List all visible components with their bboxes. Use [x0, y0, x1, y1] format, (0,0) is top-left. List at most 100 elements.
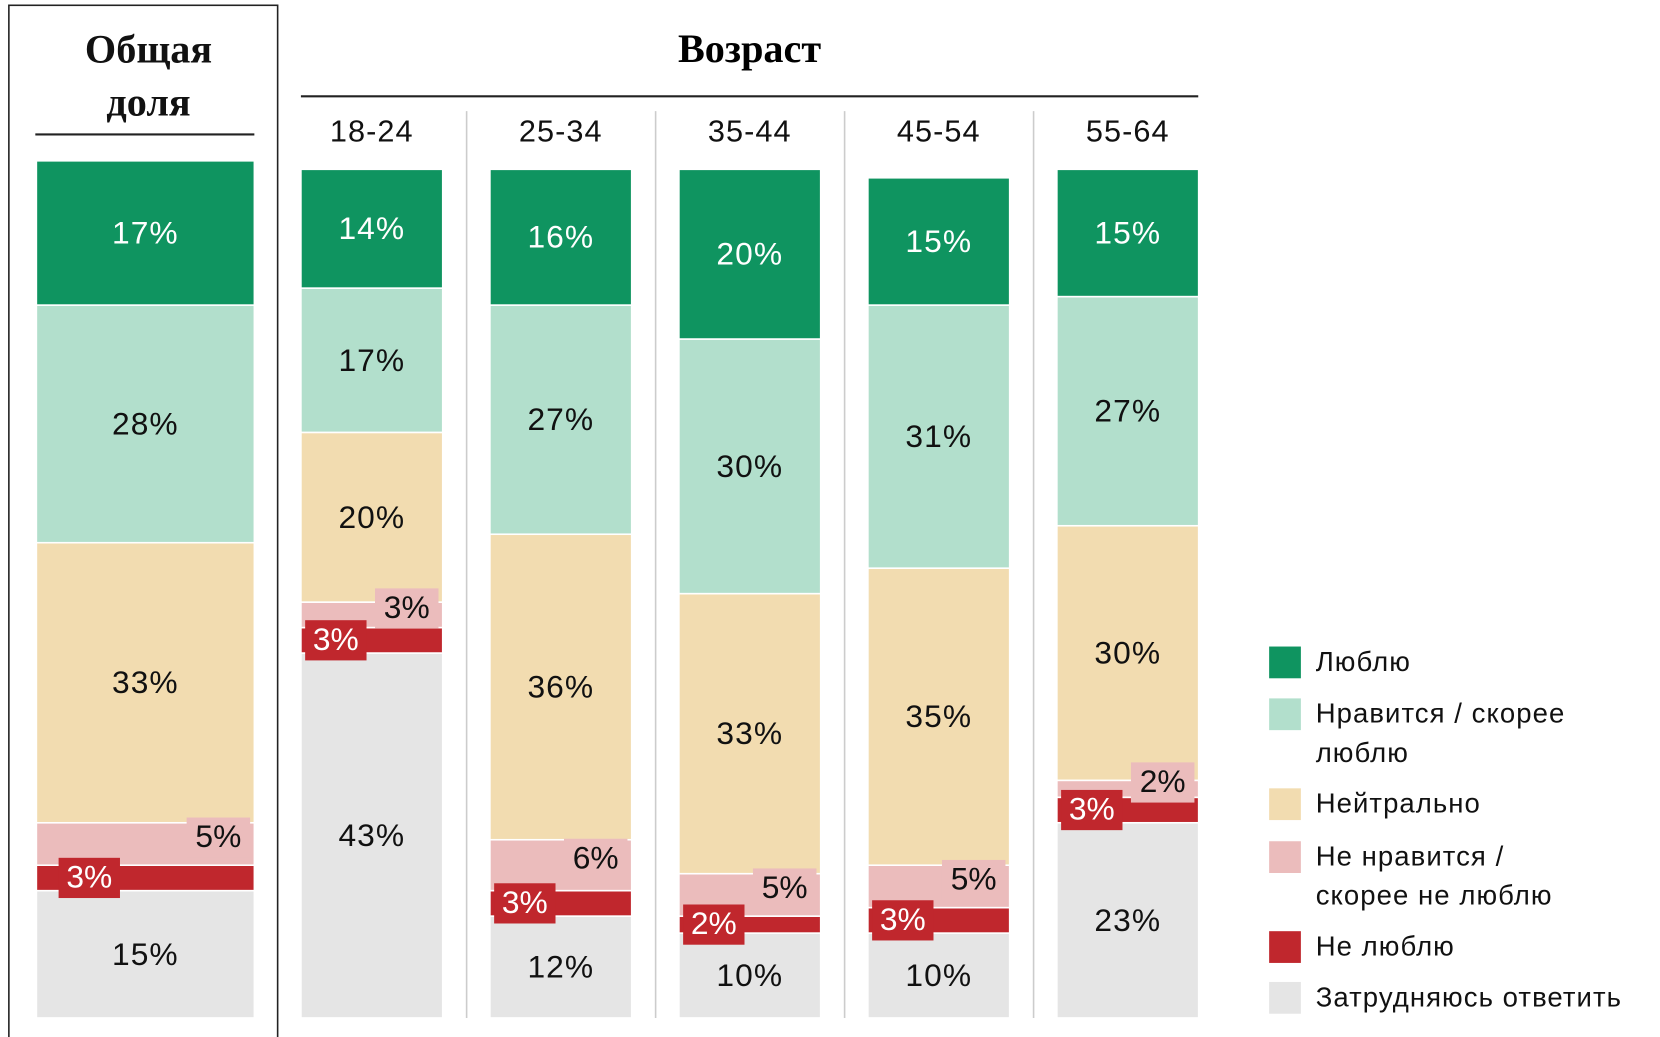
x-tick-label: 55-64	[1086, 113, 1170, 148]
overall-frame	[8, 4, 279, 1037]
legend-swatch	[1269, 931, 1301, 963]
value-label: 30%	[1094, 635, 1161, 671]
bar-segment	[35, 541, 256, 824]
label-box	[683, 904, 745, 945]
bar-segment	[300, 652, 444, 1019]
label-box	[1061, 789, 1123, 831]
value-label: 10%	[905, 957, 972, 993]
value-label: 5%	[195, 818, 241, 854]
value-label: 3%	[313, 621, 359, 657]
value-label: 5%	[951, 861, 997, 897]
value-label: 20%	[716, 236, 783, 272]
group-title: Возраст	[678, 26, 821, 71]
bar-segment	[678, 168, 822, 340]
x-tick-label: 25-34	[519, 113, 603, 148]
value-label: 23%	[1094, 902, 1161, 938]
bar-segment	[678, 338, 822, 595]
legend-entry: Не люблю	[1315, 930, 1455, 962]
bar-segment	[489, 915, 633, 1019]
bar-segment	[1056, 524, 1200, 782]
bar-segment	[489, 304, 633, 536]
bar-segment	[35, 160, 256, 306]
value-label: 28%	[112, 405, 179, 441]
value-label: 6%	[573, 839, 619, 875]
value-label: 27%	[1094, 393, 1161, 429]
value-label: 5%	[762, 869, 808, 905]
value-label: 15%	[905, 223, 972, 259]
value-label: 27%	[527, 401, 594, 437]
value-label: 36%	[527, 668, 594, 704]
value-label: 30%	[716, 448, 783, 484]
legend-swatch	[1269, 788, 1301, 821]
value-label: 15%	[1094, 214, 1161, 250]
overall-title: Общая доля	[84, 27, 213, 125]
legend-swatch	[1269, 646, 1301, 679]
label-box	[872, 900, 934, 941]
value-label: 12%	[527, 949, 594, 985]
value-label: 17%	[112, 214, 179, 250]
bar-segment	[867, 176, 1011, 306]
value-label: 3%	[502, 884, 548, 920]
bar-segment	[867, 304, 1011, 569]
value-label: 33%	[716, 715, 783, 751]
bar-segment	[678, 932, 822, 1019]
value-label: 3%	[1069, 790, 1115, 826]
legend-entry: Нравится / скорее люблю	[1315, 697, 1566, 769]
label-box	[58, 857, 120, 899]
bar-segment	[1056, 295, 1200, 527]
legend-swatch	[1269, 698, 1301, 731]
bar-segment	[489, 168, 633, 306]
label-box	[752, 868, 817, 909]
legend-entry: Не нравится / скорее не люблю	[1315, 840, 1553, 912]
label-box	[186, 817, 251, 858]
x-tick-label: 18-24	[330, 113, 414, 148]
value-label: 17%	[338, 342, 405, 378]
label-box	[494, 883, 556, 924]
value-label: 14%	[338, 210, 405, 246]
bar-segment	[300, 431, 444, 603]
value-label: 15%	[112, 936, 179, 972]
label-box	[374, 588, 439, 629]
bar-segment	[867, 567, 1011, 866]
bar-segment	[35, 304, 256, 544]
label-box	[563, 838, 628, 879]
bar-segment	[35, 889, 256, 1019]
legend-swatch	[1269, 981, 1301, 1014]
legend-entry: Затрудняюсь ответить	[1315, 980, 1623, 1013]
bar-segment	[1056, 168, 1200, 298]
overall-title-box: Общая доля	[84, 27, 213, 125]
legend-label: Люблю	[1315, 645, 1411, 678]
value-label: 35%	[905, 698, 972, 734]
value-label: 16%	[527, 219, 594, 255]
label-box	[305, 620, 367, 661]
value-label: 43%	[338, 817, 405, 853]
value-label: 20%	[338, 499, 405, 535]
bar-segment	[489, 533, 633, 841]
legend-label: Нейтрально	[1315, 787, 1481, 820]
legend-label: Нравится / скорее люблю	[1315, 697, 1566, 769]
value-label: 31%	[905, 418, 972, 454]
legend-label: Затрудняюсь ответить	[1315, 980, 1623, 1013]
label-box	[941, 859, 1006, 901]
value-label: 3%	[66, 858, 112, 894]
x-tick-label: 45-54	[897, 113, 981, 148]
legend-label: Не нравится / скорее не люблю	[1315, 840, 1553, 912]
bar-segment	[678, 592, 822, 875]
legend-entry: Нейтрально	[1315, 787, 1481, 820]
legend-entry: Люблю	[1315, 645, 1411, 678]
value-label: 2%	[1140, 763, 1186, 799]
value-label: 2%	[691, 905, 737, 941]
value-label: 3%	[384, 589, 430, 625]
label-box	[1130, 762, 1195, 803]
bar-segment	[1056, 821, 1200, 1019]
legend-swatch	[1269, 841, 1301, 873]
value-label: 3%	[880, 901, 926, 937]
value-label: 33%	[112, 664, 179, 700]
bar-segment	[300, 168, 444, 289]
bar-segment	[867, 932, 1011, 1019]
value-label: 10%	[716, 957, 783, 993]
x-tick-label: 35-44	[708, 113, 792, 148]
legend-label: Не люблю	[1315, 930, 1455, 962]
